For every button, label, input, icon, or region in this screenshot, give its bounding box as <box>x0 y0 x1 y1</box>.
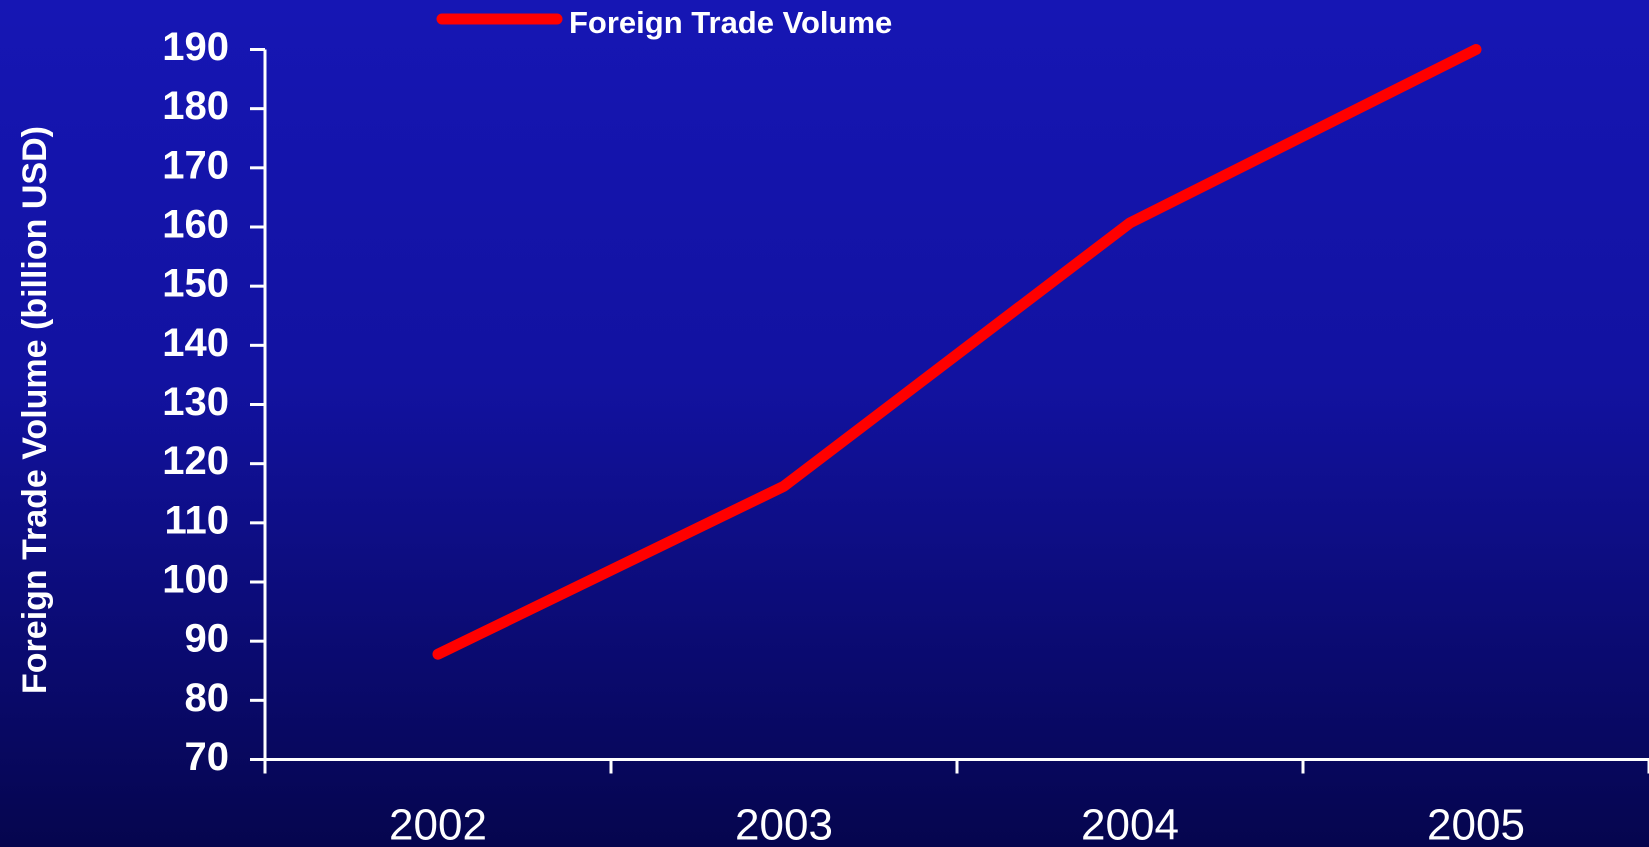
y-axis-title: Foreign Trade Volume (billion USD) <box>16 126 54 694</box>
y-tick-label: 150 <box>162 262 229 306</box>
y-tick-label: 70 <box>185 735 230 779</box>
x-tick-label: 2003 <box>735 801 833 847</box>
legend-label: Foreign Trade Volume <box>569 5 892 40</box>
y-tick-label: 120 <box>162 439 229 483</box>
y-tick-label: 110 <box>164 498 229 542</box>
y-tick-label: 190 <box>162 25 229 69</box>
y-tick-label: 90 <box>185 617 230 661</box>
x-tick-label: 2002 <box>389 801 487 847</box>
y-tick-label: 140 <box>162 321 229 365</box>
y-tick-label: 180 <box>162 84 229 128</box>
line-series <box>432 44 1482 660</box>
y-tick-label: 170 <box>162 143 229 187</box>
y-tick-label: 100 <box>162 558 229 602</box>
y-tick-label: 160 <box>162 203 229 247</box>
y-tick-label: 80 <box>185 676 230 720</box>
y-tick-label: 130 <box>162 380 229 424</box>
x-tick-label: 2005 <box>1427 801 1525 847</box>
x-tick-label: 2004 <box>1081 801 1179 847</box>
